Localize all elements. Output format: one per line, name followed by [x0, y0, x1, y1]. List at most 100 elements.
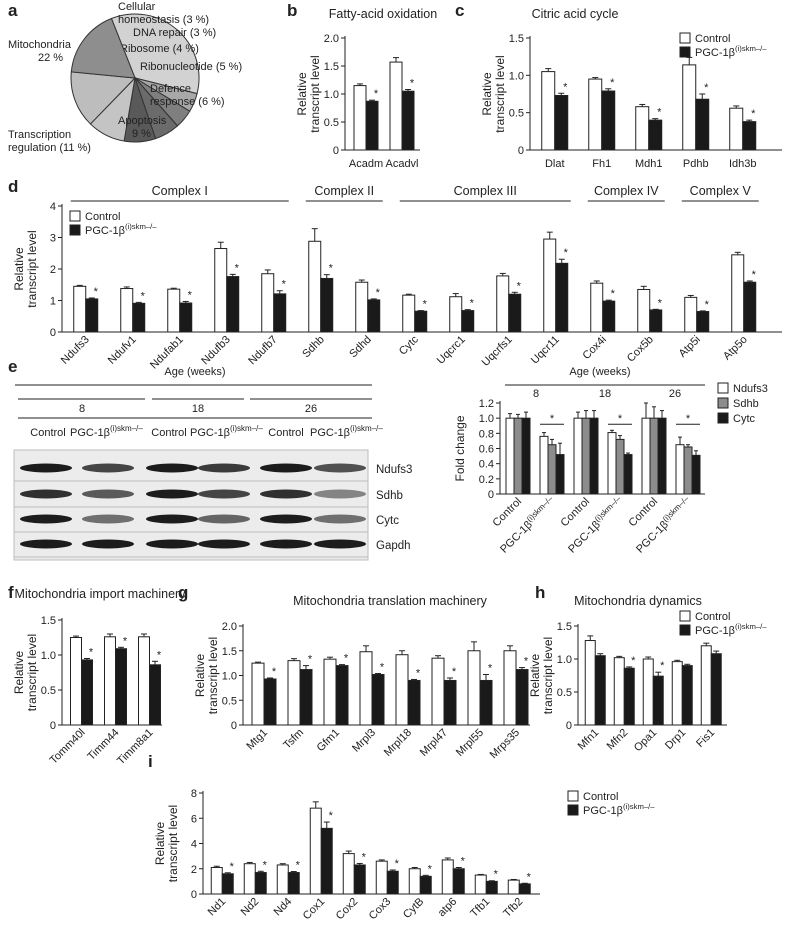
bar-g-pgc — [263, 678, 277, 726]
significance-mark-g: * — [380, 662, 385, 674]
y-tick-label-e: 0.8 — [479, 428, 494, 440]
chart-title-h: Mitochondria dynamics — [574, 594, 702, 608]
significance-mark-i: * — [527, 871, 532, 883]
y-axis-label-g: Relativetranscript level — [193, 637, 220, 714]
bar-e-sdhb — [513, 417, 523, 495]
pie-label: regulation (11 %) — [8, 142, 91, 154]
bar-c-control — [635, 106, 650, 151]
y-axis-label-i: Relativetranscript level — [153, 805, 180, 882]
x-tick-label-d: Uqcrfs1 — [480, 334, 515, 369]
bar-e-ndufs3 — [539, 435, 549, 495]
bar-chart-g: Mitochondria translation machinery 0 0.5 1.… — [193, 594, 530, 761]
y-tick-label-e: 0.2 — [479, 474, 494, 486]
blot-band — [82, 514, 134, 524]
significance-mark-d: * — [141, 290, 146, 302]
y-tick-label-d: 4 — [50, 201, 56, 213]
bar-d-pgc — [555, 262, 569, 333]
bar-g-control — [251, 662, 265, 726]
legend-label-control: Control — [85, 211, 120, 223]
panel-label-d: d — [8, 177, 18, 196]
blot-band — [198, 514, 250, 524]
significance-mark-c: * — [751, 108, 756, 120]
significance-mark-d: * — [376, 287, 381, 299]
chart-title-f: Mitochondria import machinery — [15, 587, 187, 601]
bar-g-pgc — [335, 665, 349, 726]
blot-band — [82, 463, 134, 473]
blot-band — [146, 463, 198, 473]
significance-mark-g: * — [344, 653, 349, 665]
significance-mark-g: * — [524, 656, 529, 668]
pie-label: 22 % — [38, 52, 63, 64]
bar-d-pgc — [320, 277, 334, 333]
blot-lane-pgc-18: PGC-1β(i)skm–/– — [190, 424, 263, 439]
y-tick-label-i: 8 — [191, 788, 197, 800]
bar-d-pgc — [743, 281, 757, 333]
pie-label: DNA repair (3 %) — [133, 27, 216, 39]
blot-age-8: 8 — [79, 403, 85, 415]
blot-band — [146, 489, 198, 499]
y-tick-label-b: 0 — [333, 145, 339, 157]
blot-lane-control-8: Control — [30, 427, 65, 439]
significance-mark-d: * — [564, 247, 569, 259]
panel-label-g: g — [178, 583, 188, 602]
pie-slice — [70, 17, 136, 79]
bar-h-pgc — [623, 667, 635, 726]
bar-e-sdhb — [547, 444, 557, 495]
y-tick-label-e: 0.4 — [479, 459, 494, 471]
significance-mark-d: * — [94, 286, 99, 298]
complex-label: Complex V — [690, 184, 752, 198]
significance-mark-i: * — [362, 851, 367, 863]
bar-e-ndufs3 — [505, 417, 515, 495]
x-tick-label-i: atp6 — [436, 896, 460, 920]
bar-c-pgc — [695, 98, 710, 151]
bar-g-control — [323, 658, 337, 726]
blot-band — [260, 539, 312, 549]
blot-age-26: 26 — [305, 403, 317, 415]
western-blot: Age (weeks) 8 18 26 Control PGC-1β(i)skm… — [13, 366, 412, 561]
bar-i-pgc — [287, 872, 300, 895]
bar-f-control — [138, 636, 150, 726]
bar-e-ndufs3 — [641, 417, 651, 495]
legend-label-control: Control — [695, 611, 730, 623]
blot-band — [260, 489, 312, 499]
bar-d-pgc — [508, 293, 522, 333]
x-tick-label-i: Cox2 — [334, 896, 361, 923]
e-xlabel: Age (weeks) — [569, 366, 630, 378]
bar-i-pgc — [254, 872, 267, 895]
blot-band — [20, 463, 72, 473]
x-tick-label-d: Sdhb — [300, 334, 327, 361]
bar-d-control — [214, 248, 228, 333]
bar-e-sdhb — [649, 417, 659, 495]
bar-d-control — [402, 294, 416, 333]
bar-g-control — [287, 660, 301, 726]
blot-lane-control-26: Control — [268, 427, 303, 439]
e-age-label: 26 — [669, 388, 681, 400]
significance-mark-i: * — [428, 863, 433, 875]
significance-mark-i: * — [395, 858, 400, 870]
bar-f-pgc — [149, 664, 161, 726]
bar-c-pgc — [648, 119, 663, 151]
bar-g-control — [359, 651, 373, 726]
significance-mark-e: * — [686, 413, 691, 425]
x-tick-label-d: Uqcr11 — [529, 334, 562, 367]
bar-d-control — [543, 238, 557, 333]
bar-i-pgc — [452, 868, 465, 895]
x-tick-label-d: Sdhd — [347, 334, 374, 361]
bar-d-pgc — [179, 302, 193, 333]
bar-chart-e: Age (weeks) 8 18 26 0 0.2 0.4 0.6 0.8 1.0 1.2 Fold … — [453, 366, 768, 556]
bar-g-control — [431, 657, 445, 726]
x-tick-label-c: Mdh1 — [635, 158, 663, 170]
x-tick-label-c: Fh1 — [592, 158, 611, 170]
y-tick-label-c: 0 — [518, 145, 524, 157]
x-tick-label-c: Idh3b — [729, 158, 757, 170]
chart-title-b: Fatty-acid oxidation — [329, 7, 437, 21]
bar-i-control — [474, 874, 487, 895]
significance-mark-c: * — [704, 82, 709, 94]
bar-d-pgc — [461, 310, 475, 333]
y-tick-label-f: 0 — [50, 720, 56, 732]
bar-d-pgc — [132, 302, 146, 333]
bar-d-control — [308, 240, 322, 333]
bar-i-pgc — [221, 873, 234, 895]
y-tick-label-d: 1 — [50, 296, 56, 308]
